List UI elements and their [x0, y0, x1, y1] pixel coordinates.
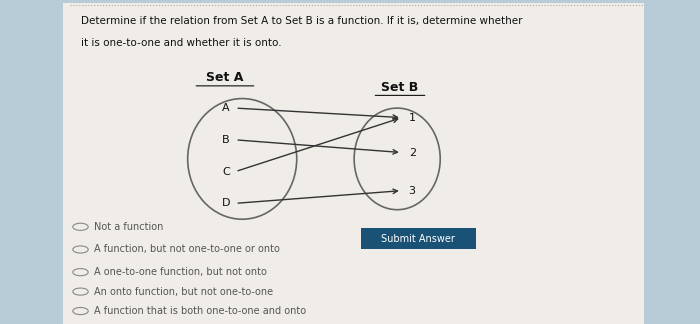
Text: C: C: [222, 167, 230, 177]
Text: D: D: [222, 198, 230, 208]
Text: A function, but not one-to-one or onto: A function, but not one-to-one or onto: [94, 245, 281, 254]
Text: An onto function, but not one-to-one: An onto function, but not one-to-one: [94, 287, 274, 296]
Text: A: A: [222, 103, 230, 113]
Text: Not a function: Not a function: [94, 222, 164, 232]
Text: 1: 1: [409, 113, 416, 122]
Text: Set A: Set A: [206, 71, 244, 84]
Text: Submit Answer: Submit Answer: [382, 234, 455, 244]
Text: Determine if the relation from Set A to Set B is a function. If it is, determine: Determine if the relation from Set A to …: [81, 16, 523, 26]
Text: 3: 3: [409, 186, 416, 196]
Text: A function that is both one-to-one and onto: A function that is both one-to-one and o…: [94, 306, 307, 316]
Text: it is one-to-one and whether it is onto.: it is one-to-one and whether it is onto.: [81, 38, 282, 48]
Text: A one-to-one function, but not onto: A one-to-one function, but not onto: [94, 267, 267, 277]
Text: B: B: [222, 135, 230, 145]
Text: Set B: Set B: [382, 81, 419, 94]
Text: 2: 2: [409, 147, 416, 157]
